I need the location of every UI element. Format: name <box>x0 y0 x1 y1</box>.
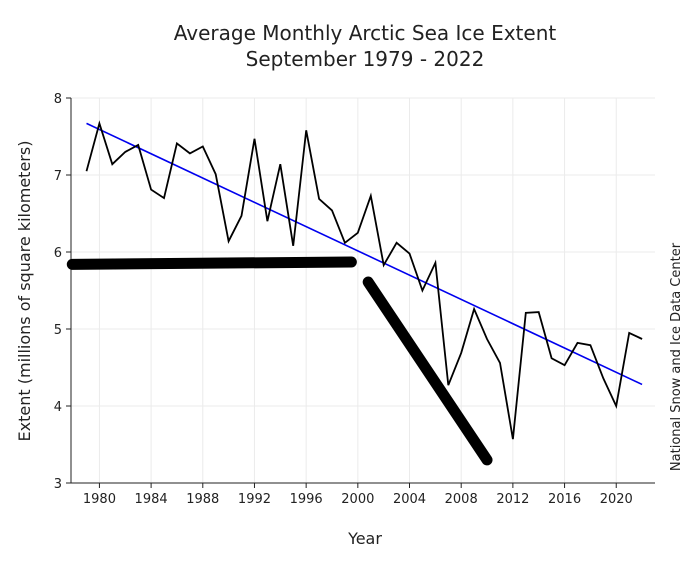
x-tick-label: 1992 <box>238 492 271 507</box>
x-tick-label: 1980 <box>83 492 116 507</box>
y-axis-label: Extent (millions of square kilometers) <box>15 141 34 442</box>
y-tick-label: 8 <box>54 92 62 107</box>
x-tick-label: 1988 <box>186 492 219 507</box>
x-tick-label: 2004 <box>393 492 426 507</box>
x-tick-label: 2016 <box>548 492 581 507</box>
y-tick-label: 3 <box>54 477 62 492</box>
y-tick-labels: 3 4 5 6 7 8 <box>54 92 62 492</box>
chart-title-line-1: Average Monthly Arctic Sea Ice Extent <box>174 21 557 45</box>
grid-lines <box>71 97 655 484</box>
extent-series-line <box>85 120 643 440</box>
x-tick-label: 2020 <box>600 492 633 507</box>
x-tick-label: 2008 <box>445 492 478 507</box>
y-tick-label: 7 <box>54 169 62 184</box>
data-series <box>66 120 643 466</box>
trend-line <box>86 122 643 386</box>
x-tick-label: 1984 <box>135 492 168 507</box>
y-tick-label: 6 <box>54 246 62 261</box>
chart-title-line-2: September 1979 - 2022 <box>246 47 485 71</box>
annotation-stroke <box>66 256 357 270</box>
y-tick-label: 4 <box>54 400 62 415</box>
x-tick-label: 1996 <box>290 492 323 507</box>
x-tick-label: 2000 <box>341 492 374 507</box>
x-tick-labels: 1980 1984 1988 1992 1996 2000 2004 2008 2012 2016… <box>83 492 633 507</box>
axes <box>66 97 655 488</box>
source-credit: National Snow and Ice Data Center <box>669 242 684 471</box>
x-axis-label: Year <box>347 529 382 548</box>
annotation-stroke <box>362 276 493 466</box>
y-tick-label: 5 <box>54 323 62 338</box>
x-tick-label: 2012 <box>496 492 529 507</box>
